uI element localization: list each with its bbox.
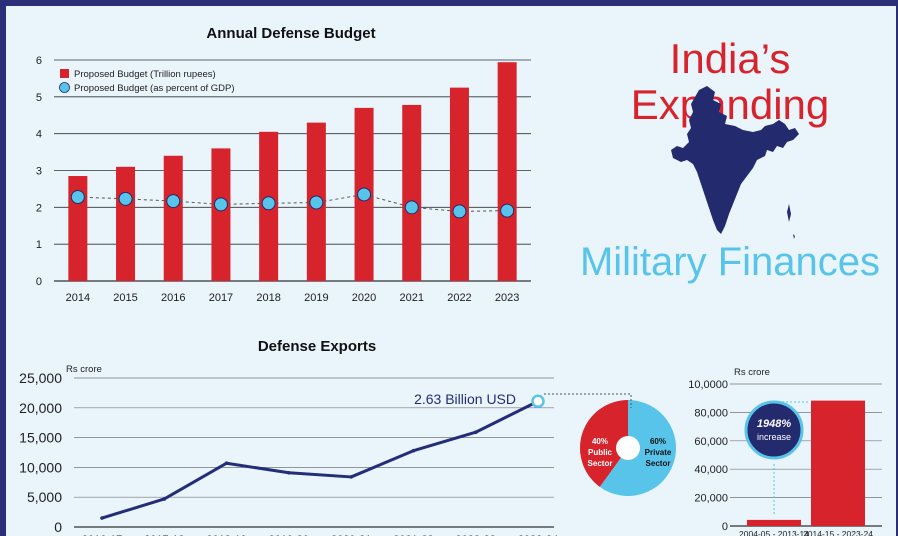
- sector-pie-chart: 40% Public Sector 60% Private Sector: [580, 400, 676, 496]
- infographic-canvas: India’s Expanding Military Finances Annu…: [6, 6, 896, 536]
- budget-bar: [497, 62, 517, 282]
- pie-private-label-1: Private: [645, 448, 672, 457]
- legend-label-bar: Proposed Budget (Trillion rupees): [74, 69, 216, 80]
- budget-x-tick: 2016: [161, 292, 185, 304]
- gdp-share-point: [357, 187, 372, 202]
- pie-public-label-1: Public: [588, 448, 613, 457]
- budget-bar: [449, 87, 469, 281]
- pie-public-label-2: Sector: [588, 459, 613, 468]
- gdp-share-point: [404, 200, 419, 215]
- cum-x-tick: 2014-15 - 2023-24: [803, 529, 873, 536]
- budget-legend: Proposed Budget (Trillion rupees) Propos…: [59, 69, 235, 94]
- budget-y-tick: 0: [36, 276, 42, 288]
- gdp-share-point: [166, 194, 181, 209]
- cum-y-tick: 10,0000: [688, 379, 728, 391]
- exports-x-tick: 2022-23: [456, 534, 496, 536]
- exports-chart-title: Defense Exports: [258, 338, 376, 355]
- cum-bar: [747, 519, 801, 526]
- budget-y-tick: 5: [36, 92, 42, 104]
- exports-x-tick: 2020-21: [331, 534, 371, 536]
- budget-y-tick: 4: [36, 129, 42, 141]
- cum-y-tick: 20,000: [694, 493, 728, 505]
- gdp-share-point: [452, 204, 467, 219]
- budget-y-tick: 6: [36, 55, 42, 67]
- gdp-share-point: [118, 191, 133, 206]
- exports-point: [473, 430, 478, 435]
- cum-y-tick: 80,000: [694, 407, 728, 419]
- increase-badge: [744, 400, 804, 460]
- exports-y-tick: 15,000: [19, 430, 62, 446]
- exports-x-tick: 2016-17: [82, 534, 122, 536]
- exports-point: [162, 497, 167, 501]
- gdp-share-point: [70, 190, 85, 205]
- pie-private-percent: 60%: [650, 437, 666, 446]
- exports-series-line: [101, 399, 539, 520]
- pie-public-percent: 40%: [592, 437, 608, 446]
- annotation-connector: [544, 393, 632, 408]
- exports-x-tick: 2018-19: [206, 534, 246, 536]
- gdp-share-point: [213, 197, 228, 212]
- exports-point: [287, 470, 291, 475]
- budget-x-tick: 2020: [352, 292, 376, 304]
- budget-x-tick: 2022: [447, 292, 471, 304]
- budget-y-tick: 1: [36, 239, 42, 251]
- budget-x-tick: 2019: [304, 292, 328, 304]
- exports-point: [411, 448, 416, 453]
- exports-y-tick: 10,000: [19, 459, 62, 475]
- budget-bar: [211, 148, 231, 281]
- headline-line2: Military Finances: [579, 240, 881, 284]
- budget-x-tick: 2017: [209, 292, 233, 304]
- exports-point: [100, 516, 104, 520]
- legend-swatch-bar: [60, 69, 69, 78]
- budget-x-tick: 2015: [113, 292, 137, 304]
- legend-label-dot: Proposed Budget (as percent of GDP): [74, 83, 235, 94]
- exports-x-tick: 2021-22: [393, 534, 433, 536]
- budget-bar: [402, 104, 422, 281]
- budget-x-tick: 2021: [400, 292, 424, 304]
- pie-private-label-2: Sector: [646, 459, 671, 468]
- exports-x-tick: 2019-20: [269, 534, 309, 536]
- exports-point: [224, 461, 229, 466]
- budget-chart-title: Annual Defense Budget: [206, 25, 375, 42]
- pie-slice-public: [580, 400, 628, 487]
- headline-line1: India’s Expanding: [630, 35, 830, 128]
- cumulative-exports-chart: Rs crore 0 20,000 40,000 60,000 80,000 10,000…: [688, 367, 882, 536]
- budget-y-tick: 2: [36, 202, 42, 214]
- cum-y-tick: 40,000: [694, 464, 728, 476]
- gdp-share-point: [309, 195, 324, 210]
- cum-bar: [811, 400, 865, 526]
- exports-y-tick: 25,000: [19, 370, 62, 386]
- exports-unit-label: Rs crore: [66, 364, 102, 375]
- gdp-share-line: [77, 193, 508, 212]
- increase-badge-value: 1948%: [757, 418, 791, 430]
- exports-annotation: 2.63 Billion USD: [414, 391, 516, 407]
- exports-point: [349, 475, 353, 479]
- exports-y-tick: 0: [54, 519, 62, 535]
- exports-y-tick: 5,000: [27, 489, 62, 505]
- exports-x-tick: 2023-24: [518, 534, 558, 536]
- india-map-icon: [671, 86, 799, 239]
- legend-swatch-dot: [59, 82, 70, 93]
- exports-endpoint-marker: [531, 394, 545, 408]
- cum-unit-label: Rs crore: [734, 367, 770, 378]
- cum-x-tick: 2004-05 - 2013-14: [739, 529, 809, 536]
- gdp-share-point: [500, 203, 515, 218]
- budget-bar: [163, 155, 183, 281]
- budget-bar: [116, 166, 136, 281]
- budget-x-tick: 2018: [256, 292, 280, 304]
- budget-bar: [68, 176, 88, 281]
- budget-y-tick: 3: [36, 166, 42, 178]
- cum-y-tick: 60,000: [694, 436, 728, 448]
- pie-hole: [616, 436, 640, 460]
- increase-badge-label: increase: [757, 432, 791, 442]
- defense-exports-chart: Defense Exports Rs crore 0 5,000 10,000 15,…: [19, 338, 558, 536]
- exports-x-tick: 2017-18: [144, 534, 184, 536]
- gdp-share-point: [261, 196, 276, 211]
- exports-y-tick: 20,000: [19, 400, 62, 416]
- cum-y-tick: 0: [722, 521, 728, 533]
- annual-budget-chart: Annual Defense Budget 2014 2015 2016 2017 20…: [36, 25, 531, 304]
- budget-x-tick: 2023: [495, 292, 519, 304]
- budget-x-tick: 2014: [66, 292, 90, 304]
